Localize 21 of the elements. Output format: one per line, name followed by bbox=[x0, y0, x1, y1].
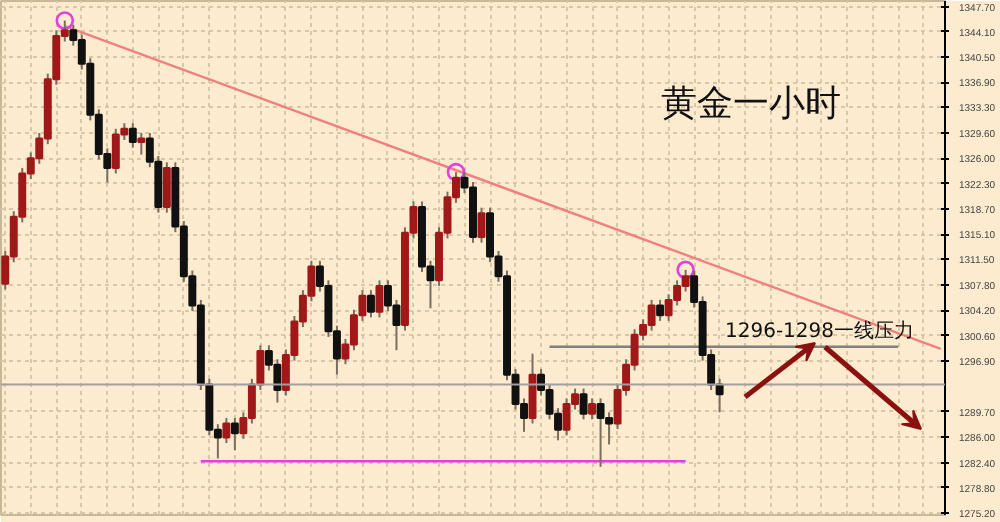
candlestick bbox=[477, 206, 486, 244]
annotation: 1296-1298一线压力 bbox=[725, 319, 915, 343]
candlestick bbox=[137, 131, 146, 156]
candlestick bbox=[375, 279, 384, 319]
text: 黄金一小时 bbox=[661, 83, 841, 125]
candlestick bbox=[366, 289, 375, 319]
candlestick bbox=[588, 397, 597, 421]
point bbox=[676, 260, 695, 280]
candlestick bbox=[562, 397, 571, 437]
candlestick bbox=[647, 298, 656, 332]
point bbox=[55, 11, 75, 30]
candlestick bbox=[681, 268, 690, 293]
candlestick bbox=[656, 298, 665, 322]
candlestick bbox=[128, 122, 137, 149]
candlestick bbox=[596, 397, 605, 468]
candlestick bbox=[230, 416, 239, 452]
candlestick bbox=[528, 352, 537, 425]
point bbox=[446, 162, 466, 182]
candlestick bbox=[162, 161, 171, 214]
candlestick bbox=[579, 387, 588, 421]
candlestick bbox=[111, 127, 120, 175]
